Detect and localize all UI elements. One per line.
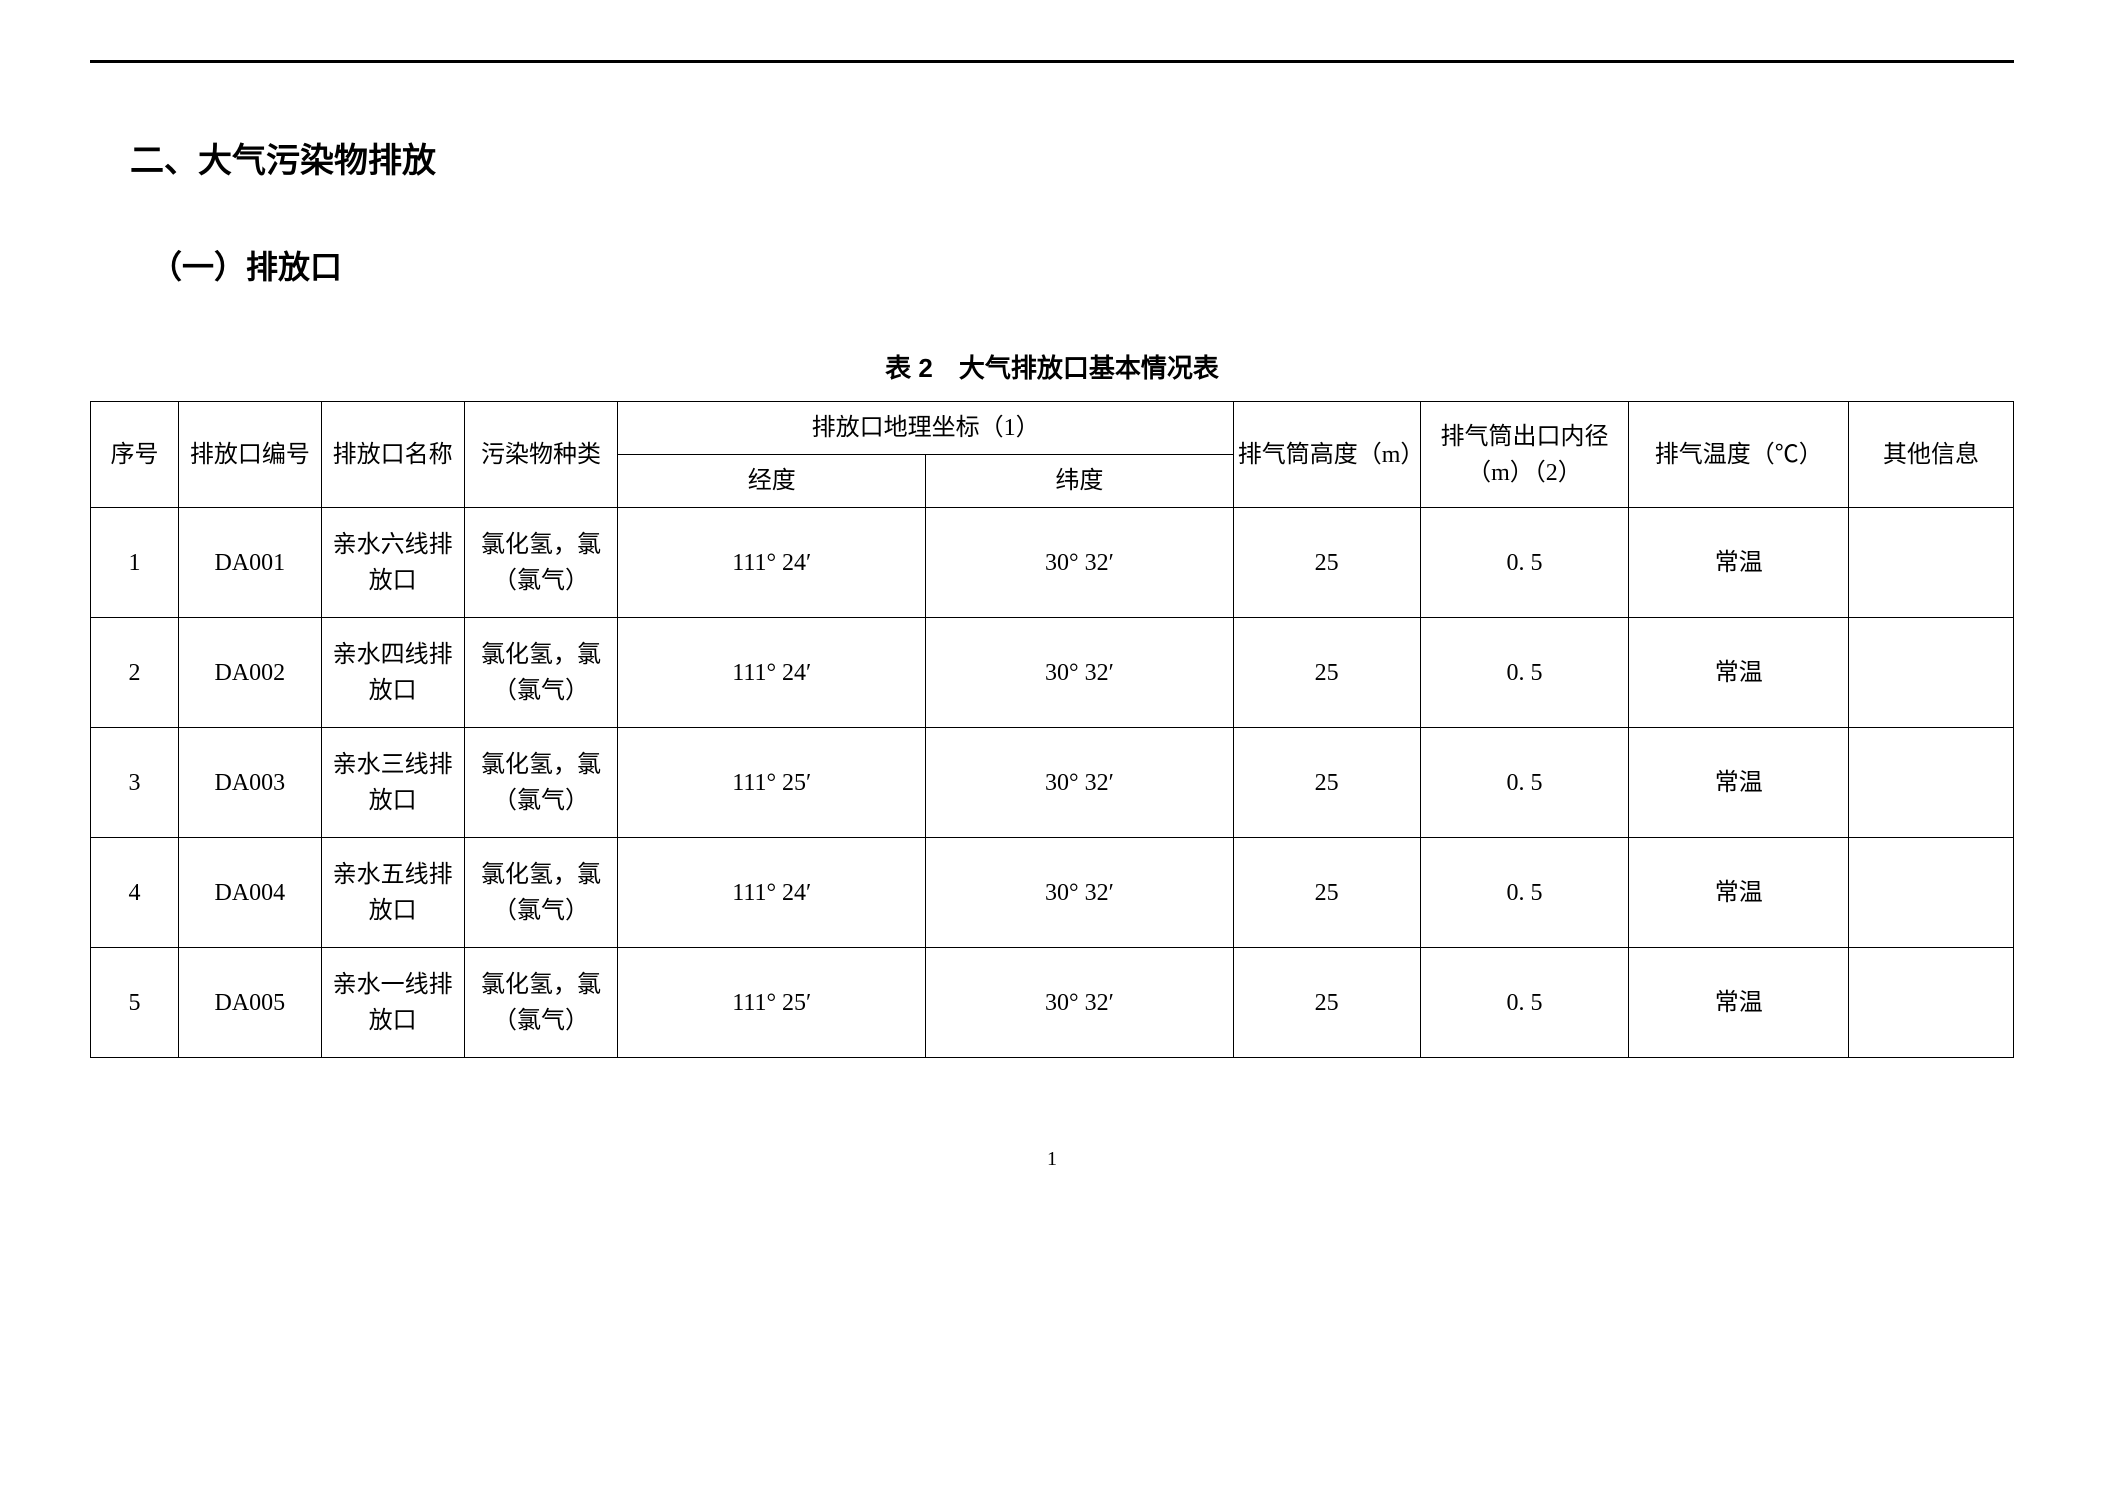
cell-pollutant: 氯化氢，氯（氯气） xyxy=(464,728,618,838)
table-row: 3 DA003 亲水三线排放口 氯化氢，氯（氯气） 111° 25′ 30° 3… xyxy=(91,728,2014,838)
table-title: 表 2 大气排放口基本情况表 xyxy=(90,348,2014,385)
cell-temp: 常温 xyxy=(1629,838,1849,948)
cell-lon: 111° 24′ xyxy=(618,508,926,618)
cell-pollutant: 氯化氢，氯（氯气） xyxy=(464,948,618,1058)
cell-height: 25 xyxy=(1233,508,1420,618)
cell-other xyxy=(1849,618,2014,728)
header-diameter: 排气筒出口内径（m）（2） xyxy=(1420,402,1629,508)
cell-lat: 30° 32′ xyxy=(926,948,1234,1058)
cell-seq: 2 xyxy=(91,618,179,728)
cell-height: 25 xyxy=(1233,728,1420,838)
header-coord-group: 排放口地理坐标（1） xyxy=(618,402,1233,455)
cell-code: DA005 xyxy=(178,948,321,1058)
cell-diameter: 0. 5 xyxy=(1420,508,1629,618)
cell-height: 25 xyxy=(1233,948,1420,1058)
cell-pollutant: 氯化氢，氯（氯气） xyxy=(464,618,618,728)
cell-diameter: 0. 5 xyxy=(1420,838,1629,948)
cell-code: DA004 xyxy=(178,838,321,948)
cell-diameter: 0. 5 xyxy=(1420,728,1629,838)
cell-name: 亲水一线排放口 xyxy=(321,948,464,1058)
cell-diameter: 0. 5 xyxy=(1420,948,1629,1058)
cell-height: 25 xyxy=(1233,618,1420,728)
cell-name: 亲水五线排放口 xyxy=(321,838,464,948)
header-temperature: 排气温度（℃） xyxy=(1629,402,1849,508)
table-row: 5 DA005 亲水一线排放口 氯化氢，氯（氯气） 111° 25′ 30° 3… xyxy=(91,948,2014,1058)
cell-lat: 30° 32′ xyxy=(926,838,1234,948)
cell-other xyxy=(1849,838,2014,948)
subsection-heading-outlet: （一）排放口 xyxy=(90,242,2014,288)
cell-lat: 30° 32′ xyxy=(926,728,1234,838)
cell-pollutant: 氯化氢，氯（氯气） xyxy=(464,838,618,948)
cell-code: DA003 xyxy=(178,728,321,838)
table-row: 4 DA004 亲水五线排放口 氯化氢，氯（氯气） 111° 24′ 30° 3… xyxy=(91,838,2014,948)
cell-lat: 30° 32′ xyxy=(926,618,1234,728)
section-heading-air-emission: 二、大气污染物排放 xyxy=(90,133,2014,182)
cell-other xyxy=(1849,948,2014,1058)
header-other: 其他信息 xyxy=(1849,402,2014,508)
cell-temp: 常温 xyxy=(1629,618,1849,728)
cell-name: 亲水三线排放口 xyxy=(321,728,464,838)
cell-code: DA002 xyxy=(178,618,321,728)
table-row: 2 DA002 亲水四线排放口 氯化氢，氯（氯气） 111° 24′ 30° 3… xyxy=(91,618,2014,728)
header-longitude: 经度 xyxy=(618,455,926,508)
page-number: 1 xyxy=(90,1148,2014,1171)
cell-seq: 3 xyxy=(91,728,179,838)
header-name: 排放口名称 xyxy=(321,402,464,508)
cell-seq: 5 xyxy=(91,948,179,1058)
table-header-row-1: 序号 排放口编号 排放口名称 污染物种类 排放口地理坐标（1） 排气筒高度（m）… xyxy=(91,402,2014,455)
cell-diameter: 0. 5 xyxy=(1420,618,1629,728)
cell-temp: 常温 xyxy=(1629,508,1849,618)
cell-seq: 4 xyxy=(91,838,179,948)
cell-seq: 1 xyxy=(91,508,179,618)
cell-height: 25 xyxy=(1233,838,1420,948)
emission-outlet-tbody: 1 DA001 亲水六线排放口 氯化氢，氯（氯气） 111° 24′ 30° 3… xyxy=(91,508,2014,1058)
cell-other xyxy=(1849,728,2014,838)
cell-lon: 111° 24′ xyxy=(618,618,926,728)
cell-name: 亲水四线排放口 xyxy=(321,618,464,728)
cell-lat: 30° 32′ xyxy=(926,508,1234,618)
cell-lon: 111° 25′ xyxy=(618,728,926,838)
cell-pollutant: 氯化氢，氯（氯气） xyxy=(464,508,618,618)
top-horizontal-rule xyxy=(90,60,2014,63)
cell-temp: 常温 xyxy=(1629,948,1849,1058)
header-code: 排放口编号 xyxy=(178,402,321,508)
cell-lon: 111° 25′ xyxy=(618,948,926,1058)
emission-outlet-table: 序号 排放口编号 排放口名称 污染物种类 排放口地理坐标（1） 排气筒高度（m）… xyxy=(90,401,2014,1058)
header-pollutant: 污染物种类 xyxy=(464,402,618,508)
header-stack-height: 排气筒高度（m） xyxy=(1233,402,1420,508)
cell-code: DA001 xyxy=(178,508,321,618)
cell-name: 亲水六线排放口 xyxy=(321,508,464,618)
table-row: 1 DA001 亲水六线排放口 氯化氢，氯（氯气） 111° 24′ 30° 3… xyxy=(91,508,2014,618)
cell-temp: 常温 xyxy=(1629,728,1849,838)
header-latitude: 纬度 xyxy=(926,455,1234,508)
cell-lon: 111° 24′ xyxy=(618,838,926,948)
cell-other xyxy=(1849,508,2014,618)
header-seq: 序号 xyxy=(91,402,179,508)
